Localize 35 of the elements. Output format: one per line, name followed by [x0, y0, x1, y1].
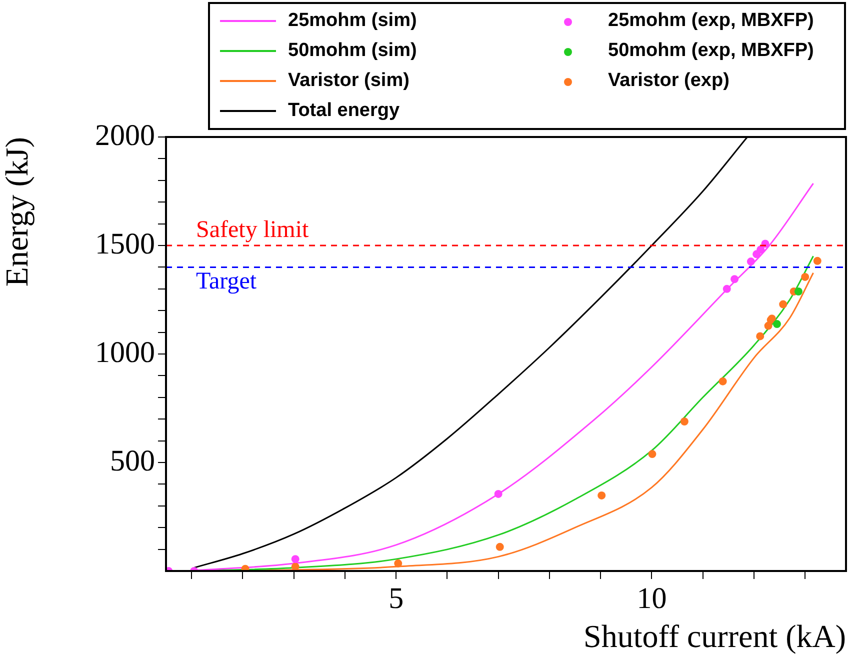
point: [794, 288, 802, 296]
y-tick-label: 500: [110, 444, 155, 478]
x-tick-label: 5: [388, 582, 404, 615]
y-tick-label: 1000: [95, 336, 155, 369]
point: [756, 246, 765, 254]
point: [598, 491, 606, 500]
x-axis-title: Shutoff current (kA): [584, 618, 846, 654]
ref-line-label: Safety limit: [196, 216, 309, 243]
legend-label: Total energy: [288, 100, 400, 122]
legend-label: Varistor (sim): [288, 70, 410, 92]
point: [394, 559, 402, 568]
point: [680, 417, 688, 426]
point: [730, 275, 739, 284]
point: [801, 272, 810, 281]
legend-label: 25mohm (exp, MBXFP): [608, 10, 814, 32]
point: [648, 450, 656, 458]
y-tick-label: 1500: [95, 227, 155, 260]
point: [494, 490, 502, 498]
legend-label: 25mohm (sim): [288, 10, 417, 32]
legend-label: Varistor (exp): [608, 70, 730, 92]
point: [718, 377, 727, 386]
point: [291, 555, 300, 564]
point: [496, 542, 504, 551]
ref-line-label: Target: [196, 268, 257, 294]
point: [779, 300, 788, 308]
point: [722, 284, 731, 293]
legend-label: 50mohm (sim): [288, 40, 417, 62]
legend-label: 50mohm (exp, MBXFP): [608, 40, 814, 62]
point: [746, 258, 755, 266]
y-tick-label: 2000: [95, 118, 155, 152]
point: [772, 320, 781, 328]
y-axis-title: Energy (kJ): [0, 137, 35, 287]
x-tick-label: 10: [636, 582, 667, 615]
point: [813, 256, 822, 265]
point: [756, 332, 764, 340]
